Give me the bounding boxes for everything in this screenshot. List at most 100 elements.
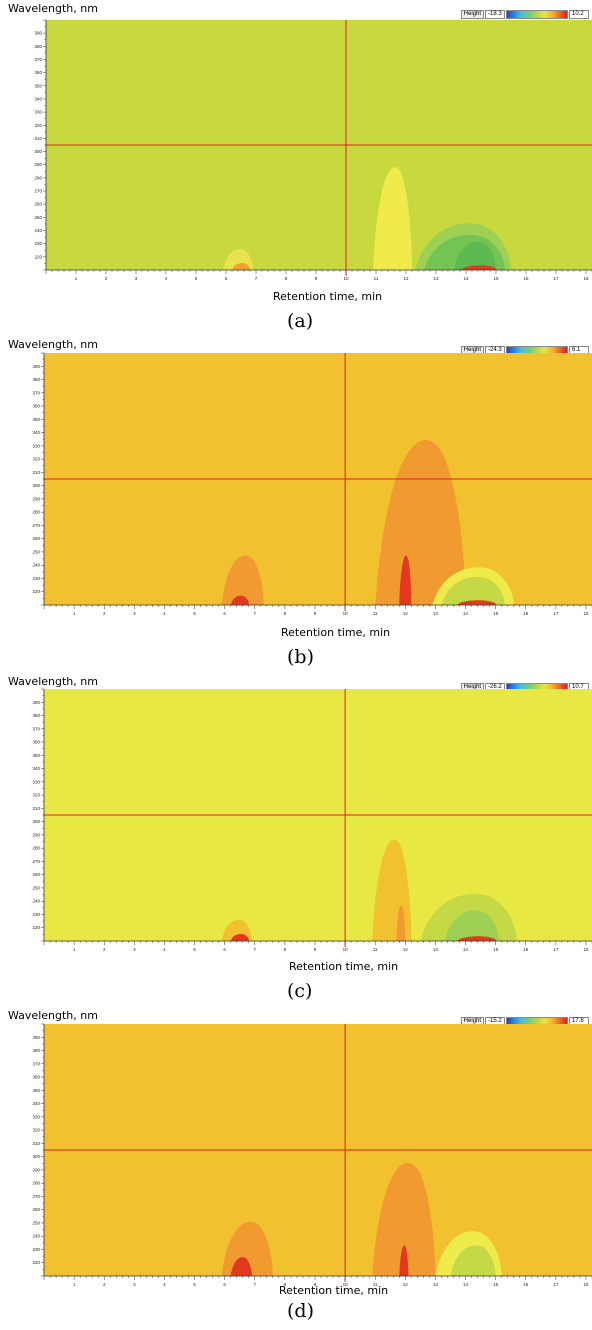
x-tick-label: 16 [523, 276, 529, 281]
x-tick-label: 7 [254, 611, 257, 616]
y-tick-label: 360 [32, 404, 40, 409]
y-tick-label: 310 [32, 470, 40, 475]
y-axis-label: Wavelength, nm [8, 338, 98, 351]
x-tick-label: 13 [433, 611, 439, 616]
x-tick-label: 4 [163, 1282, 166, 1287]
x-axis-label: Retention time, min [273, 290, 383, 303]
x-tick-label: 8 [284, 611, 287, 616]
y-tick-label: 290 [32, 496, 40, 501]
y-tick-label: 350 [34, 83, 42, 88]
y-tick-label: 340 [32, 430, 40, 435]
heatmap-region-2 [230, 933, 249, 941]
y-tick-label: 310 [32, 1141, 40, 1146]
x-tick-label: 9 [314, 611, 317, 616]
legend-max: 10.2 [569, 10, 589, 19]
x-tick-label: 6 [223, 1282, 226, 1287]
x-tick-label: 11 [373, 1282, 378, 1287]
panel-caption: (d) [287, 1300, 314, 1322]
y-tick-label: 320 [34, 123, 42, 128]
y-tick-label: 280 [34, 175, 42, 180]
y-tick-label: 340 [32, 766, 40, 771]
y-tick-label: 270 [32, 1194, 40, 1199]
x-tick-label: 11 [374, 276, 379, 281]
x-tick-label: 12 [403, 611, 409, 616]
x-tick-label: 2 [103, 1282, 106, 1287]
heatmap-region-7 [456, 600, 496, 605]
y-tick-label: 380 [32, 713, 40, 718]
y-tick-label: 350 [32, 417, 40, 422]
panel-caption: (b) [287, 646, 314, 668]
x-tick-label: 15 [493, 947, 499, 952]
x-tick-label: 6 [225, 276, 228, 281]
y-tick-label: 230 [32, 576, 40, 581]
x-tick-label: 13 [433, 1282, 439, 1287]
y-tick-label: 340 [34, 96, 42, 101]
y-tick-label: 390 [34, 31, 42, 36]
x-tick-label: 4 [163, 947, 166, 952]
y-tick-label: 250 [32, 885, 40, 890]
x-tick-label: 9 [314, 1282, 317, 1287]
y-tick-label: 220 [32, 1260, 40, 1265]
x-tick-label: 14 [463, 611, 469, 616]
x-tick-label: 7 [254, 947, 257, 952]
y-tick-label: 370 [32, 390, 40, 395]
y-tick-label: 270 [34, 189, 42, 194]
x-tick-label: 7 [255, 276, 258, 281]
x-tick-label: 6 [223, 611, 226, 616]
x-tick-label: 16 [523, 611, 529, 616]
y-tick-label: 290 [32, 832, 40, 837]
y-tick-label: 300 [32, 1154, 40, 1159]
y-tick-label: 320 [32, 1128, 40, 1133]
heatmap-plot: 1 2 3 4 5 6 7 8 9 10 11 12 13 14 15 16 17 183903803703603… [32, 688, 592, 952]
y-tick-label: 350 [32, 753, 40, 758]
x-tick-label: 11 [373, 611, 378, 616]
y-tick-label: 380 [32, 377, 40, 382]
heatmap-region-4 [396, 905, 406, 941]
x-tick-label: 8 [284, 1282, 287, 1287]
y-tick-label: 370 [32, 1061, 40, 1066]
x-tick-label: 3 [135, 276, 138, 281]
y-tick-label: 340 [32, 1101, 40, 1106]
x-tick-label: 13 [433, 947, 439, 952]
y-tick-label: 390 [32, 700, 40, 705]
x-tick-label: 3 [133, 611, 136, 616]
x-tick-label: 15 [493, 1282, 499, 1287]
x-tick-label: 18 [583, 947, 589, 952]
y-tick-label: 290 [34, 162, 42, 167]
y-tick-label: 370 [32, 726, 40, 731]
y-axis-label: Wavelength, nm [8, 675, 98, 688]
y-tick-label: 260 [32, 872, 40, 877]
y-tick-label: 300 [32, 483, 40, 488]
x-tick-label: 2 [103, 947, 106, 952]
x-tick-label: 10 [343, 947, 349, 952]
y-tick-label: 280 [32, 846, 40, 851]
y-tick-label: 320 [32, 457, 40, 462]
y-tick-label: 280 [32, 510, 40, 515]
y-tick-label: 270 [32, 523, 40, 528]
panel-caption: (c) [287, 980, 313, 1002]
x-tick-label: 1 [73, 611, 76, 616]
x-tick-label: 12 [403, 276, 409, 281]
y-tick-label: 300 [34, 149, 42, 154]
y-tick-label: 260 [32, 1207, 40, 1212]
y-tick-label: 330 [34, 110, 42, 115]
height-legend: Height -18.3 10.2 [460, 10, 589, 19]
x-tick-label: 17 [553, 611, 559, 616]
legend-min: -18.3 [485, 10, 505, 19]
heatmap-region-3 [375, 439, 466, 605]
y-tick-label: 240 [34, 228, 42, 233]
x-tick-label: 1 [75, 276, 78, 281]
heatmap-region-2 [230, 1257, 252, 1276]
x-tick-label: 10 [343, 276, 349, 281]
y-tick-label: 390 [32, 1035, 40, 1040]
x-tick-label: 5 [193, 1282, 196, 1287]
y-tick-label: 380 [32, 1048, 40, 1053]
y-tick-label: 320 [32, 793, 40, 798]
y-tick-label: 240 [32, 1234, 40, 1239]
y-tick-label: 230 [32, 1247, 40, 1252]
y-tick-label: 330 [32, 443, 40, 448]
x-tick-label: 14 [463, 1282, 469, 1287]
x-tick-label: 13 [433, 276, 439, 281]
